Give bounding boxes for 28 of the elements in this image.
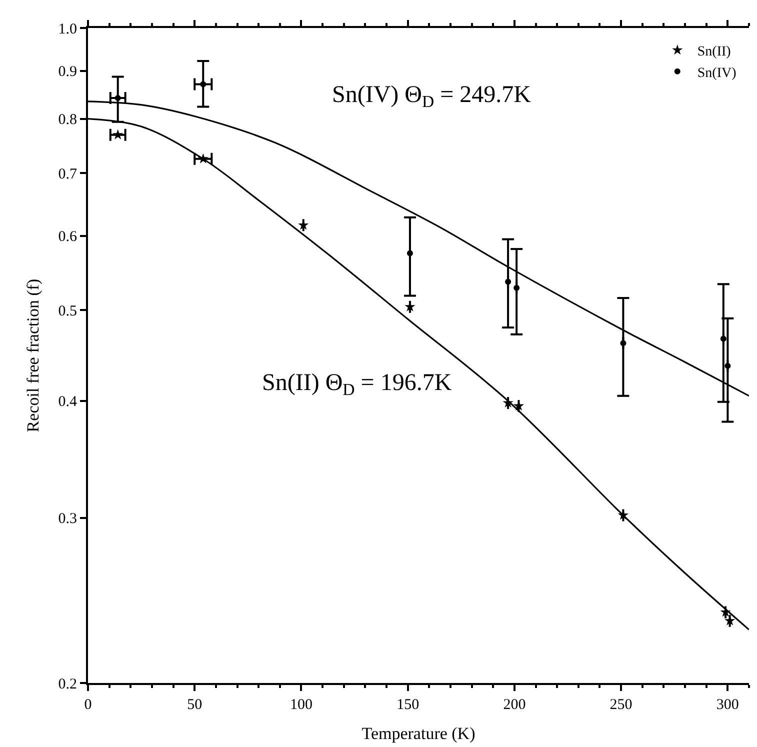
x-tick-label: 200: [503, 697, 526, 713]
x-tick-label: 100: [290, 697, 312, 713]
y-tick-label: 0.7: [58, 166, 78, 182]
x-tick-label: 50: [187, 697, 202, 713]
y-tick-label: 0.8: [58, 112, 77, 128]
legend-label: Sn(IV): [697, 66, 737, 81]
point: [724, 362, 731, 369]
x-axis-title: Temperature (K): [362, 724, 476, 743]
y-tick-label: 1.0: [58, 21, 77, 38]
point: [514, 284, 520, 291]
annotation: Sn(II) Θ$_{D}$ = 196.7K: [262, 370, 452, 400]
annotation: Sn(IV) Θ$_{D}$ = 249.7K: [332, 82, 532, 112]
point: [620, 340, 626, 346]
x-tick-label: 150: [396, 697, 420, 713]
point: [406, 250, 413, 256]
x-tick-label: 0: [84, 697, 92, 713]
y-tick-label: 0.6: [58, 229, 78, 246]
x-tick-label: 300: [716, 697, 739, 713]
y-tick-label: 0.4: [58, 394, 78, 410]
legend-label: Sn(II): [697, 44, 732, 60]
y-tick-label: 0.3: [58, 511, 77, 528]
point: [720, 336, 726, 342]
y-axis-title: Recoil free fraction (f): [23, 278, 42, 432]
y-tick-label: 0.9: [58, 64, 77, 80]
x-tick-label: 250: [610, 697, 632, 713]
y-tick-label: 0.5: [58, 303, 77, 320]
point: [505, 278, 512, 285]
y-tick-label: 0.2: [58, 676, 77, 692]
